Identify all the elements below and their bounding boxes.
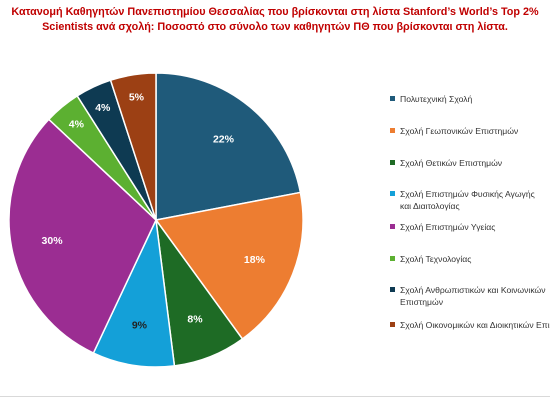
legend-swatch-7 [390,287,395,292]
legend-label-2: Σχολή Γεωπονικών Επιστημών [400,125,518,137]
legend-swatch-4 [390,191,395,196]
legend-label-7: Σχολή Ανθρωπιστικών και Κοινωνικών Επιστη… [400,284,546,308]
legend-swatch-3 [390,160,395,165]
chart-legend: Πολυτεχνική Σχολή Σχολή Γεωπονικών Επιστη… [386,93,550,343]
legend-label-2-line-1: Σχολή Γεωπονικών Επιστημών [400,126,519,136]
chart-title-line-2: Scientists ανά σχολή: Ποσοστό στο σύνολο… [42,21,508,33]
pie-slice-8 [109,72,157,221]
legend-label-7-line-2: Επιστημών [400,297,444,307]
pie-data-label-5: 30% [42,235,64,247]
legend-label-8-line-1: Σχολή Οικονομικών και Διοικητικών Επιστη… [400,320,550,330]
legend-label-6: Σχολή Τεχνολογίας [400,253,471,265]
legend-label-1-line-1: Πολυτεχνική Σχολή [400,94,473,104]
legend-label-4-line-2: και Διαιτολογίας [400,201,460,211]
legend-label-5: Σχολή Επιστημών Υγείας [400,221,495,233]
legend-label-4-line-1: Σχολή Επιστημών Φυσικής Αγωγής [400,189,535,199]
pie-data-label-8: 5% [129,92,145,104]
chart-title: Κατανομή Καθηγητών Πανεπιστημίου Θεσσαλί… [0,5,550,35]
legend-swatch-5 [390,224,395,229]
pie-slice-5 [8,118,157,355]
legend-swatch-8 [390,322,395,327]
pie-data-label-3: 8% [187,313,203,325]
pie-slice-4 [92,217,176,368]
legend-label-7-line-1: Σχολή Ανθρωπιστικών και Κοινωνικών [400,285,546,295]
chart-frame-border [0,396,550,397]
pie-data-label-2: 18% [244,254,266,266]
legend-label-8: Σχολή Οικονομικών και Διοικητικών Επιστη… [400,319,550,331]
legend-label-4: Σχολή Επιστημών Φυσικής Αγωγής και Διαιτο… [400,188,535,212]
legend-label-6-line-1: Σχολή Τεχνολογίας [400,254,472,264]
legend-swatch-1 [390,96,395,101]
pie-data-label-1: 22% [213,133,235,145]
pie-data-label-4: 9% [132,320,148,332]
legend-label-5-line-1: Σχολή Επιστημών Υγείας [400,222,496,232]
pie-slice-2 [154,191,304,340]
pie-data-label-7: 4% [95,102,111,114]
legend-swatch-6 [390,256,395,261]
legend-swatch-2 [390,128,395,133]
legend-label-1: Πολυτεχνική Σχολή [400,93,472,105]
chart-title-line-1: Κατανομή Καθηγητών Πανεπιστημίου Θεσσαλί… [11,6,539,18]
legend-label-3-line-1: Σχολή Θετικών Επιστημών [400,158,503,168]
pie-slice-1 [155,72,302,221]
legend-label-3: Σχολή Θετικών Επιστημών [400,157,502,169]
pie-data-label-6: 4% [69,119,85,131]
